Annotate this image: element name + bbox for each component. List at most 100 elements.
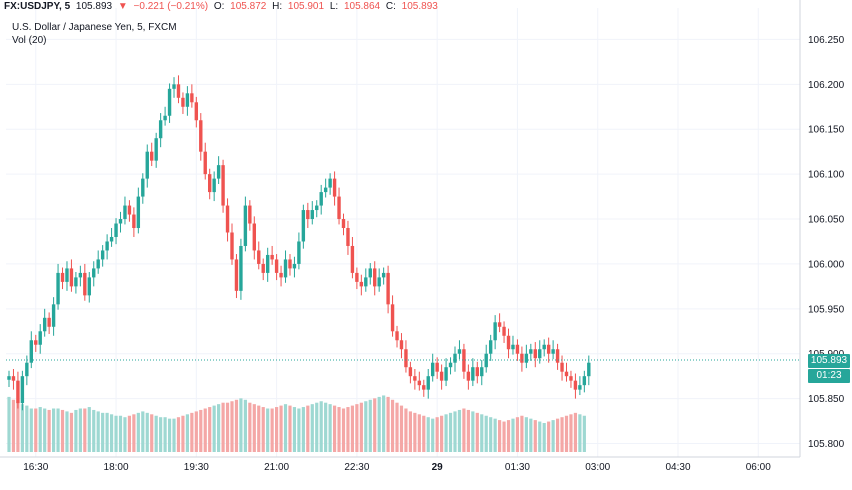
candle-body [533,349,537,359]
candle-body [297,241,301,264]
y-tick-label: 106.100 [808,170,845,181]
candle-body [399,340,404,350]
symbol-label: FX:USDJPY, 5 [4,1,71,12]
candle-body [167,88,172,116]
volume-bar [440,415,444,452]
candle-body [573,380,578,390]
volume-bar [310,404,314,452]
volume-bar [319,401,323,452]
volume-bar [78,408,82,452]
volume-bar [350,405,355,452]
volume-bar [382,395,386,452]
volume-bar [38,407,42,452]
volume-bar [408,411,412,452]
volume-bar [221,402,225,452]
candle-body [78,272,83,278]
candle-body [408,367,413,377]
volume-bar [390,399,395,452]
volume-bar [141,411,145,452]
candle-body [172,84,176,89]
candle-body [11,376,16,381]
x-tick-label: 06:00 [746,462,771,473]
volume-bar [239,398,243,452]
candle-body [560,362,564,372]
volume-bar [217,404,221,452]
candle-body [381,272,386,278]
y-tick-label: 105.950 [808,304,845,315]
candle-body [225,205,230,233]
candle-body [582,376,587,386]
volume-bar [257,405,261,452]
volume-bar [533,420,537,452]
volume-bar [422,415,426,452]
candle-body [506,335,511,350]
volume-bar [43,408,47,452]
volume-bar [520,415,524,452]
candle-body [359,281,364,287]
candle-body [395,331,399,341]
volume-bar [306,405,310,452]
volume-bar [159,417,163,452]
candle-body [60,272,65,282]
volume-bar [11,399,16,452]
volume-bar [230,401,234,452]
volume-bar [136,412,140,452]
volume-bar [480,414,484,452]
volume-bar [515,417,520,452]
volume-bar [16,402,20,452]
volume-bar [176,417,181,452]
candle-body [29,340,33,363]
candle-body [141,178,145,197]
volume-bar [582,415,586,452]
volume-bar [60,409,65,452]
low-label: L: [329,1,339,12]
volume-bar [569,414,573,452]
candle-body [315,205,319,211]
candle-body [538,349,542,359]
volume-bar [74,409,78,452]
candle-body [150,151,154,161]
high-label: H: [272,1,283,12]
candle-body [118,219,123,224]
volume-bar [386,396,390,452]
volume-bar [448,412,453,452]
candle-body [96,259,100,269]
candle-body [265,254,270,273]
volume-bar [109,414,114,452]
volume-bar [163,417,167,452]
symbol-header: FX:USDJPY, 5 105.893 ▼ −0.221 (−0.21%) O… [4,1,441,12]
candle-body [475,367,479,377]
volume-bar [208,407,212,452]
volume-indicator-label[interactable]: Vol (20) [12,35,47,46]
candle-body [47,317,51,327]
volume-bar [92,409,96,452]
volume-bar [529,418,533,452]
candle-body [114,223,118,237]
volume-bar [493,418,497,452]
volume-bar [101,412,105,452]
candle-body [283,259,288,278]
candle-body [564,371,569,377]
candle-body [453,353,457,363]
candle-body [466,371,471,381]
volume-bar [194,411,198,452]
y-tick-label: 106.250 [808,35,845,46]
volume-bar [275,407,279,452]
candle-body [488,340,493,354]
candle-body [212,178,216,193]
change-arrow-icon: ▼ [117,1,128,12]
candle-body [221,165,225,206]
volume-bar [127,415,132,452]
volume-bar [417,414,421,452]
volume-bar [270,408,274,452]
candle-body [587,362,591,377]
volume-bar [96,411,100,452]
candle-body [471,367,475,381]
y-tick-label: 106.000 [808,259,845,270]
open-value: 105.872 [230,1,267,12]
volume-bar [87,407,91,452]
candle-body [34,340,38,345]
volume-bar [498,420,502,452]
candle-body [190,93,194,103]
